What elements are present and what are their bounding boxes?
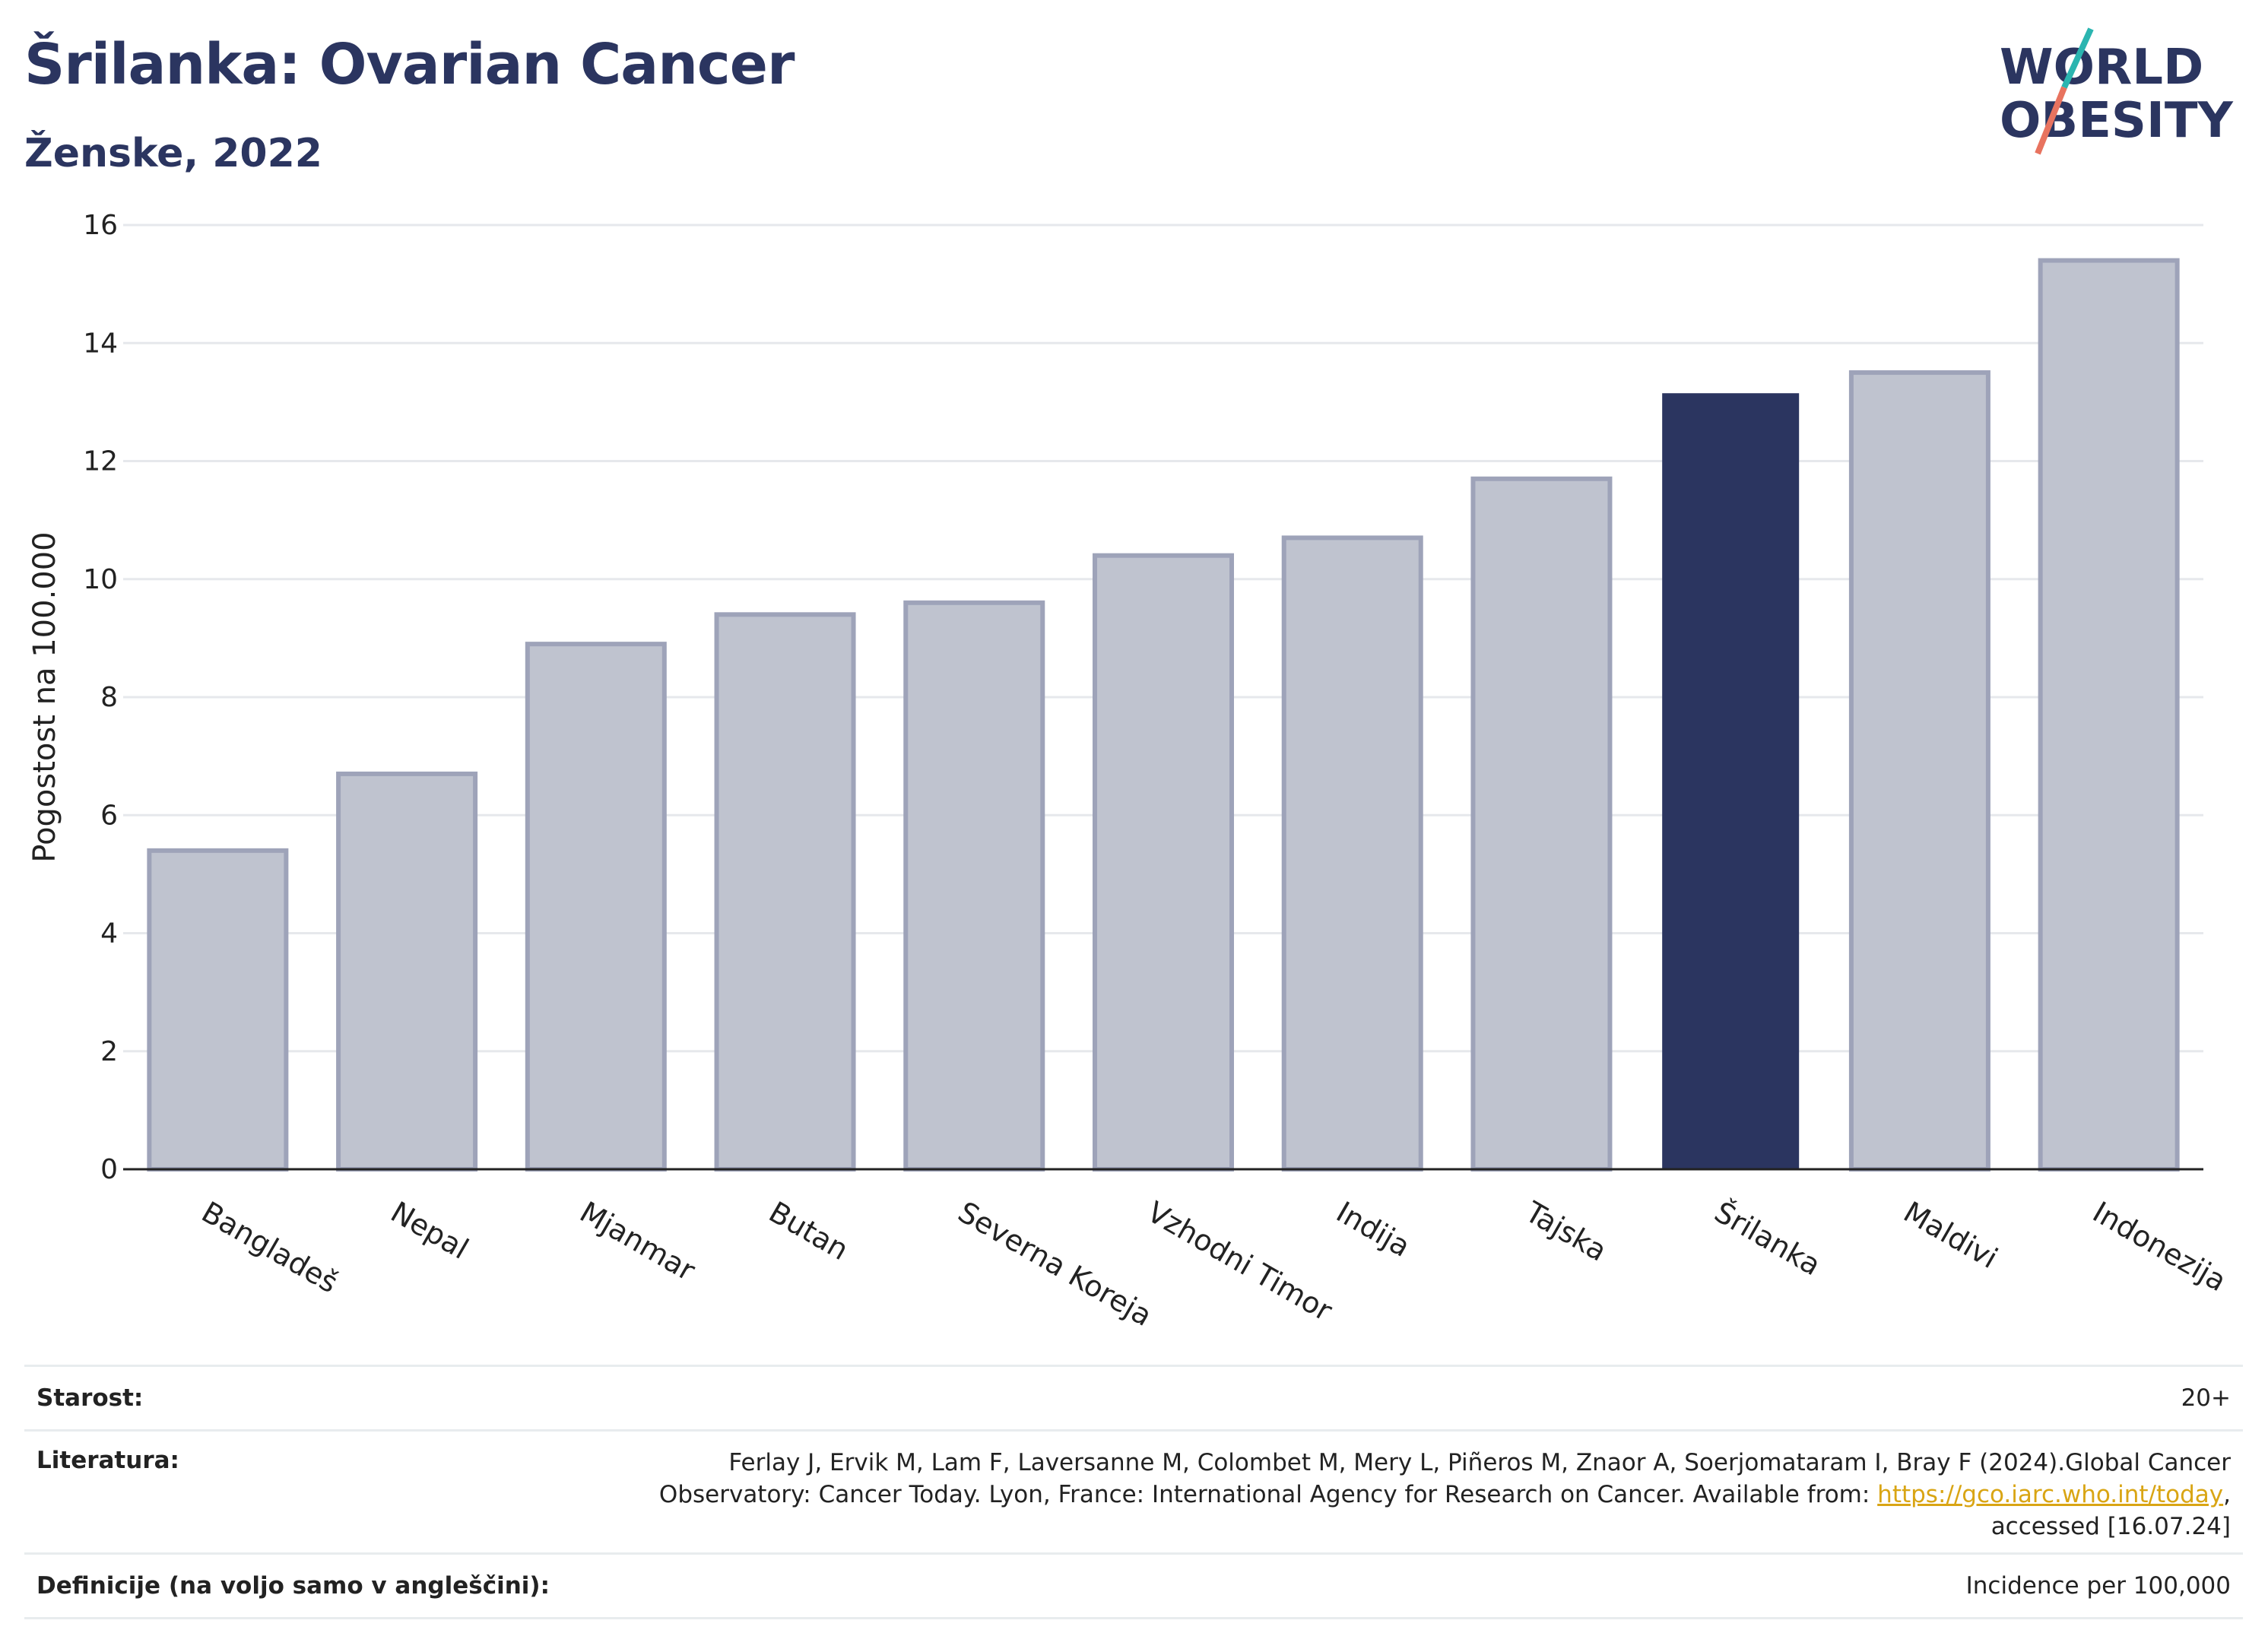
- x-axis-ticks: Bangladeš Nepal Mjanmar Butan Severna Koreja…: [196, 1194, 2232, 1333]
- footer-row-definitions: Definicije (na voljo samo v angleščini):…: [24, 1552, 2243, 1619]
- logo-line1: WORLD: [2000, 40, 2203, 96]
- bar-Bangladeš: [147, 848, 289, 1172]
- footer-row-literature: Literatura: Ferlay J, Ervik M, Lam F, La…: [24, 1429, 2243, 1552]
- bar-Butan: [714, 612, 856, 1172]
- logo-line2: OBESITY: [2000, 93, 2233, 149]
- chart-footer: Starost: 20+ Literatura: Ferlay J, Ervik…: [24, 1365, 2243, 1619]
- x-tick-label: Tajska: [1519, 1194, 1613, 1267]
- y-tick-label: 16: [83, 210, 118, 241]
- y-tick-label: 4: [100, 918, 118, 950]
- literature-value: Ferlay J, Ervik M, Lam F, Laversanne M, …: [659, 1447, 2231, 1552]
- literature-line2: Observatory: Cancer Today. Lyon, France:…: [659, 1479, 2231, 1511]
- bar-Šrilanka: [1662, 393, 1800, 1169]
- definitions-label: Definicije (na voljo samo v angleščini):: [36, 1572, 550, 1600]
- world-obesity-logo: WORLD OBESITY: [2000, 27, 2233, 155]
- y-tick-label: 0: [100, 1154, 118, 1185]
- definitions-value: Incidence per 100,000: [1965, 1572, 2231, 1600]
- x-tick-label: Vzhodni Timor: [1142, 1195, 1338, 1328]
- x-tick-label: Bangladeš: [196, 1195, 344, 1299]
- literature-label: Literatura:: [36, 1447, 179, 1474]
- x-tick-label: Indija: [1331, 1195, 1416, 1264]
- chart-title: Šrilanka: Ovarian Cancer: [24, 32, 795, 97]
- literature-link[interactable]: https://gco.iarc.who.int/today: [1877, 1481, 2224, 1508]
- logo-slash-coral: [2035, 86, 2067, 155]
- bar-Indonezija: [2038, 258, 2180, 1172]
- bar-chart: 0 2 4 6 8 10 12 14 16 Bangladeš Nepal Mjanmar Butan…: [27, 210, 2232, 1333]
- bar-Severna Koreja: [903, 600, 1045, 1172]
- y-axis-label: Pogostost na 100.000: [27, 531, 62, 862]
- chart-subtitle: Ženske, 2022: [24, 131, 322, 176]
- x-tick-label: Mjanmar: [574, 1195, 701, 1288]
- literature-line1: Ferlay J, Ervik M, Lam F, Laversanne M, …: [728, 1449, 2231, 1476]
- bar-Mjanmar: [525, 642, 667, 1172]
- y-tick-label: 14: [83, 328, 118, 359]
- x-tick-label: Maldivi: [1898, 1195, 2003, 1275]
- bar-Tajska: [1470, 476, 1613, 1172]
- bar-Maldivi: [1848, 370, 1990, 1172]
- x-tick-label: Šrilanka: [1709, 1195, 1826, 1283]
- y-tick-label: 10: [83, 564, 118, 595]
- literature-line2-end: ,: [2223, 1481, 2231, 1508]
- y-axis-ticks: 0 2 4 6 8 10 12 14 16: [83, 210, 118, 1185]
- y-tick-label: 8: [100, 682, 118, 713]
- literature-line2-text: Observatory: Cancer Today. Lyon, France:…: [658, 1481, 1878, 1508]
- bar-Nepal: [336, 771, 478, 1172]
- x-tick-label: Indonezija: [2087, 1195, 2232, 1298]
- x-tick-label: Severna Koreja: [953, 1195, 1158, 1333]
- x-tick-label: Butan: [763, 1195, 854, 1267]
- y-tick-label: 12: [83, 446, 118, 477]
- bars: [147, 258, 2180, 1172]
- bar-Indija: [1281, 535, 1423, 1172]
- y-tick-label: 2: [100, 1036, 118, 1067]
- age-label: Starost:: [36, 1384, 144, 1412]
- x-tick-label: Nepal: [385, 1195, 474, 1266]
- logo-slash-teal: [2061, 27, 2094, 89]
- footer-row-age: Starost: 20+: [24, 1365, 2243, 1429]
- age-value: 20+: [2181, 1384, 2231, 1412]
- bar-Vzhodni Timor: [1093, 553, 1234, 1172]
- literature-line3: accessed [16.07.24]: [1990, 1513, 2231, 1540]
- y-tick-label: 6: [100, 800, 118, 831]
